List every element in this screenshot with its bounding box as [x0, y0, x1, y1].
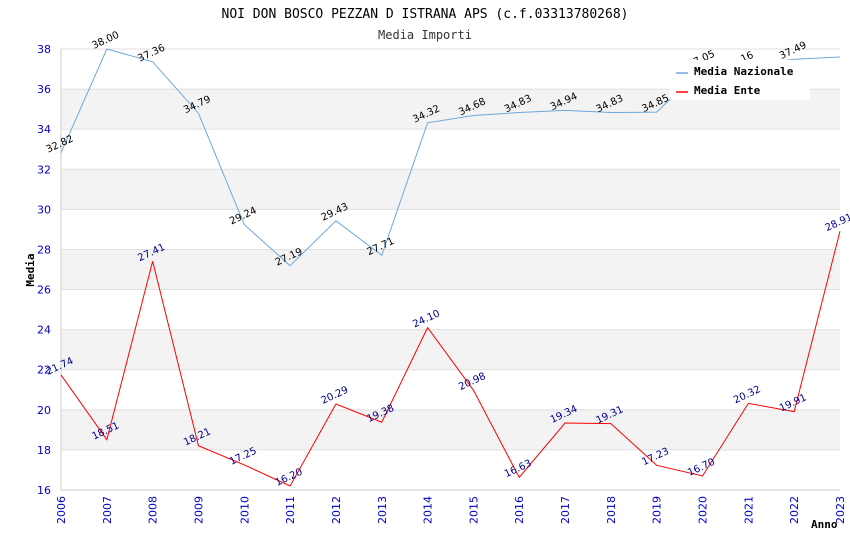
y-tick-label: 38	[37, 43, 51, 56]
chart-title: NOI DON BOSCO PEZZAN D ISTRANA APS (c.f.…	[222, 7, 629, 22]
legend-label-ente: Media Ente	[694, 84, 761, 97]
grid-band	[61, 169, 840, 210]
y-tick-label: 28	[37, 243, 51, 256]
y-axis-label: Media	[24, 253, 37, 286]
grid-band	[61, 449, 840, 490]
x-tick-label: 2023	[834, 496, 847, 524]
grid-band	[61, 369, 840, 410]
chart-subtitle: Media Importi	[378, 28, 472, 42]
x-tick-label: 2009	[192, 496, 205, 524]
legend: Media Nazionale Media Ente	[670, 60, 810, 100]
y-tick-label: 34	[37, 123, 51, 136]
y-tick-label: 20	[37, 404, 51, 417]
x-tick-label: 2017	[559, 496, 572, 524]
data-label: 38.00	[90, 30, 121, 52]
x-tick-label: 2018	[605, 496, 618, 524]
x-tick-label: 2015	[467, 496, 480, 524]
x-tick-label: 2007	[101, 496, 114, 524]
y-tick-label: 24	[37, 324, 51, 337]
x-tick-label: 2012	[330, 496, 343, 524]
grid-band	[61, 209, 840, 250]
x-tick-label: 2021	[742, 496, 755, 524]
grid-band	[61, 289, 840, 330]
x-tick-label: 2020	[697, 496, 710, 524]
grid-band	[61, 329, 840, 370]
y-tick-label: 16	[37, 484, 51, 497]
x-tick-label: 2014	[422, 496, 435, 524]
x-tick-label: 2006	[55, 496, 68, 524]
x-tick-label: 2013	[376, 496, 389, 524]
x-tick-label: 2022	[788, 496, 801, 524]
legend-label-nazionale: Media Nazionale	[694, 65, 794, 78]
x-tick-label: 2008	[147, 496, 160, 524]
grid-band	[61, 249, 840, 290]
x-tick-label: 2016	[513, 496, 526, 524]
x-tick-label: 2010	[238, 496, 251, 524]
y-tick-label: 30	[37, 203, 51, 216]
series-line-ente	[60, 231, 841, 487]
y-tick-label: 18	[37, 444, 51, 457]
x-axis-label: Anno	[811, 518, 838, 531]
y-tick-label: 36	[37, 83, 51, 96]
y-tick-label: 22	[37, 364, 51, 377]
grid-bands	[61, 49, 840, 490]
legend-background	[670, 60, 810, 100]
x-tick-label: 2011	[284, 496, 297, 524]
axes	[60, 49, 840, 491]
grid-band	[61, 129, 840, 170]
y-tick-label: 32	[37, 163, 51, 176]
x-tick-label: 2019	[651, 496, 664, 524]
y-tick-label: 26	[37, 284, 51, 297]
